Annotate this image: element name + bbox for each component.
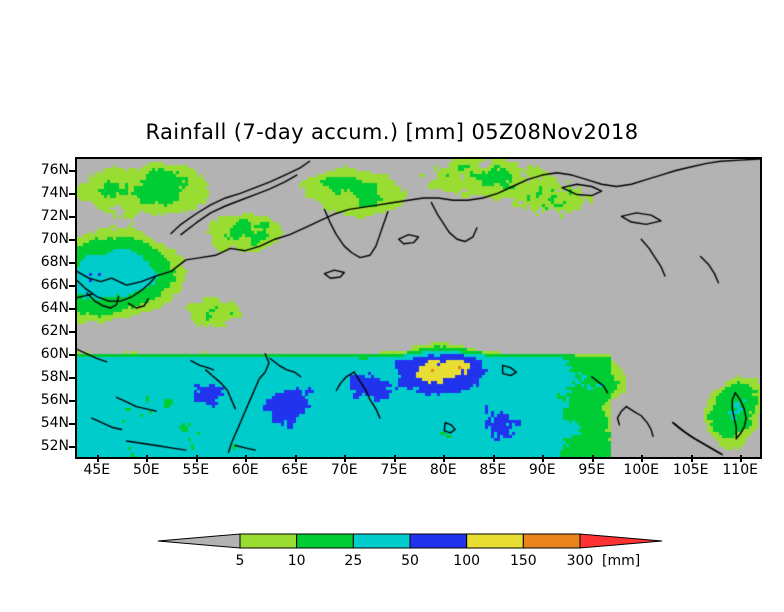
x-axis-tick-label: 95E [578, 462, 606, 478]
colorbar-swatches [157, 533, 663, 549]
map-plot-area [75, 157, 762, 459]
x-axis-tick-mark [690, 455, 693, 462]
page-title: Rainfall (7-day accum.) [mm] 05Z08Nov201… [145, 120, 639, 144]
colorbar-tick-label: 150 [509, 553, 537, 569]
y-axis-tick-mark [69, 285, 76, 288]
x-axis-tick-label: 100E [623, 462, 659, 478]
colorbar-tick-label: 5 [235, 553, 245, 569]
x-axis-tick-label: 70E [330, 462, 358, 478]
colorbar-legend: 5 10 25 50 100 150 300 [mm] [150, 525, 670, 585]
x-axis-tick-label: 75E [380, 462, 408, 478]
y-axis-tick-label: 62N [40, 322, 69, 339]
y-axis-tick-mark [69, 239, 76, 242]
x-axis-tick-label: 110E [722, 462, 758, 478]
y-axis-tick-mark [69, 170, 76, 173]
x-axis-tick-label: 60E [231, 462, 259, 478]
y-axis-tick-mark [69, 376, 76, 379]
x-axis-tick-mark [492, 455, 495, 462]
y-axis-tick-label: 76N [40, 162, 69, 179]
y-axis-tick-mark [69, 422, 76, 425]
y-axis-tick-mark [69, 308, 76, 310]
y-axis-tick-label: 54N [40, 414, 69, 431]
y-axis-tick-label: 72N [40, 208, 69, 225]
x-axis-tick-mark [393, 455, 396, 462]
x-axis-tick-label: 65E [281, 462, 309, 478]
x-axis-tick-mark [591, 455, 594, 462]
colorbar-tick-label: 300 [566, 553, 594, 569]
x-axis-tick-label: 50E [132, 462, 160, 478]
y-axis-tick-label: 74N [40, 185, 69, 202]
x-axis-tick-mark [641, 455, 644, 462]
y-axis-tick-mark [69, 399, 76, 402]
x-axis-tick-mark [740, 455, 743, 462]
x-axis-tick-label: 55E [182, 462, 210, 478]
x-axis-tick-mark [245, 455, 248, 462]
colorbar-tick-label: 25 [344, 553, 363, 569]
x-axis-tick-mark [146, 455, 149, 462]
colorbar-tick-label: 50 [401, 553, 419, 569]
y-axis-tick-mark [69, 193, 76, 196]
x-axis-tick-label: 80E [429, 462, 457, 478]
y-axis-tick-mark [69, 353, 76, 356]
y-axis-tick-label: 52N [40, 437, 69, 454]
colorbar-tick-label: 100 [453, 553, 481, 569]
colorbar-unit-label: [mm] [602, 553, 641, 569]
y-axis-tick-mark [69, 330, 76, 333]
y-axis-tick-mark [69, 262, 76, 265]
y-axis-tick-label: 58N [40, 368, 69, 385]
x-axis-tick-mark [542, 455, 545, 462]
y-axis-tick-label: 68N [40, 254, 69, 271]
x-axis-tick-mark [443, 455, 446, 462]
x-axis-tick-mark [344, 455, 347, 462]
y-axis-tick-mark [69, 445, 76, 448]
rainfall-heatmap-canvas [77, 159, 760, 457]
x-axis-tick-mark [294, 455, 297, 462]
x-axis-tick-mark [195, 455, 198, 462]
y-axis-tick-label: 66N [40, 277, 69, 294]
x-axis-tick-label: 105E [672, 462, 709, 478]
y-axis-tick-label: 60N [40, 345, 69, 362]
x-axis-tick-label: 90E [528, 462, 556, 478]
y-axis-tick-mark [69, 216, 76, 219]
y-axis-tick-label: 64N [40, 300, 69, 316]
y-axis-tick-label: 56N [40, 391, 69, 408]
colorbar-tick-label: 10 [287, 553, 306, 569]
x-axis-tick-label: 85E [479, 462, 507, 478]
y-axis-tick-label: 70N [40, 231, 69, 248]
x-axis-tick-mark [96, 455, 99, 462]
x-axis-tick-label: 45E [83, 462, 111, 478]
